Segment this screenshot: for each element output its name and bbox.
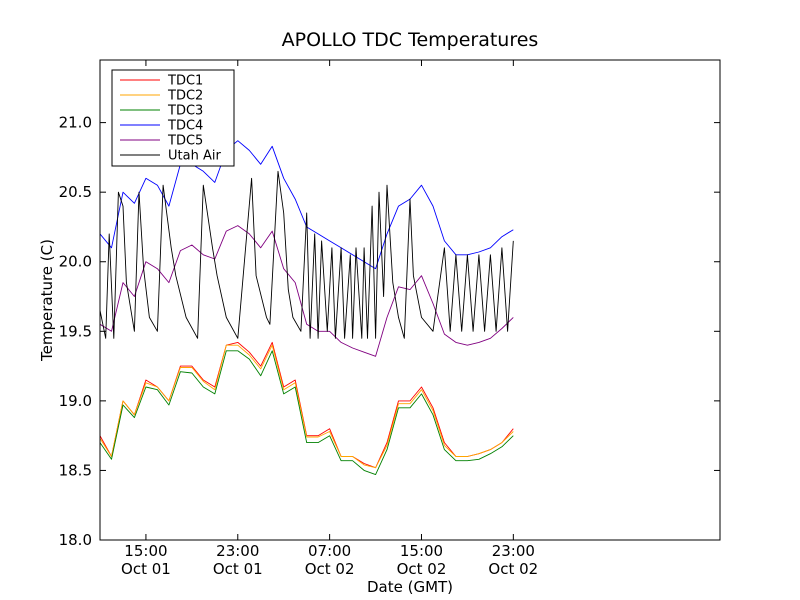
x-tick-date-label: Oct 02 [305,560,355,578]
legend-label: TDC2 [167,89,203,104]
x-tick-time-label: 15:00 [400,542,443,560]
chart-title: APOLLO TDC Temperatures [282,29,539,51]
x-tick-date-label: Oct 01 [121,560,171,578]
y-axis-label: Temperature (C) [38,239,56,362]
y-tick-label: 19.5 [59,322,92,340]
series-line-utah-air [100,170,514,339]
legend-label: TDC1 [167,74,203,89]
y-tick-label: 21.0 [59,114,92,132]
legend-label: TDC3 [167,104,203,119]
legend-box [111,69,235,167]
y-tick-label: 19.0 [59,392,92,410]
y-tick-label: 18.5 [59,461,92,479]
series-layer [100,140,514,476]
series-line-tdc5 [100,225,514,357]
x-axis-label: Date (GMT) [367,578,453,596]
legend-label: Utah Air [168,149,221,164]
y-tick-label: 20.5 [59,183,92,201]
y-tick-label: 18.0 [59,531,92,549]
x-tick-date-label: Oct 02 [488,560,538,578]
x-tick-date-label: Oct 01 [213,560,263,578]
y-tick-label: 20.0 [59,253,92,271]
series-line-tdc2 [100,344,514,469]
legend-label: TDC4 [167,119,203,134]
legend-label: TDC5 [167,134,203,149]
x-tick-date-label: Oct 02 [397,560,447,578]
series-line-tdc3 [100,350,514,476]
plot-frame [99,59,721,541]
x-tick-time-label: 07:00 [308,542,351,560]
x-tick-time-label: 23:00 [492,542,535,560]
x-tick-time-label: 15:00 [124,542,167,560]
x-tick-time-label: 23:00 [216,542,259,560]
